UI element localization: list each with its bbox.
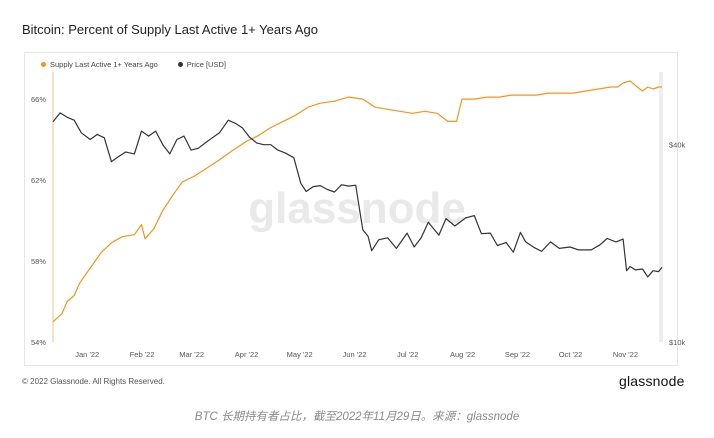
legend-dot-price bbox=[177, 62, 183, 67]
legend-label-price: Price [USD] bbox=[186, 60, 226, 69]
legend-dot-supply bbox=[41, 62, 46, 67]
chart-card: Supply Last Active 1+ Years Ago Price [U… bbox=[24, 52, 678, 366]
legend-label-supply: Supply Last Active 1+ Years Ago bbox=[50, 60, 158, 69]
copyright-text: © 2022 Glassnode. All Rights Reserved. bbox=[22, 377, 165, 386]
legend-item-price[interactable]: Price [USD] bbox=[177, 60, 226, 69]
chart-title: Bitcoin: Percent of Supply Last Active 1… bbox=[22, 22, 318, 37]
legend-item-supply[interactable]: Supply Last Active 1+ Years Ago bbox=[41, 60, 158, 69]
chart-legend: Supply Last Active 1+ Years Ago Price [U… bbox=[41, 60, 246, 69]
figure-caption: BTC 长期持有者占比，截至2022年11月29日。来源：glassnode bbox=[194, 411, 520, 423]
brand-logo[interactable]: glassnode bbox=[619, 373, 685, 389]
